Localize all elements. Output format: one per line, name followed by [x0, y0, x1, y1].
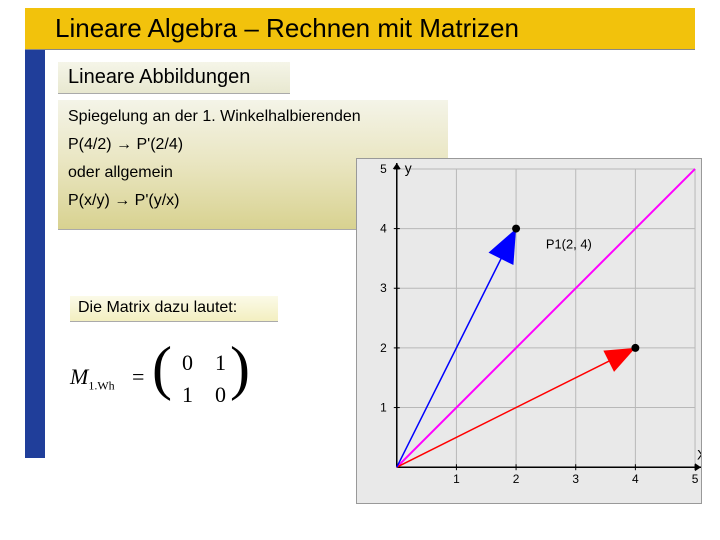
svg-text:2: 2 [380, 341, 387, 355]
matrix-symbol-letter: M [70, 364, 88, 389]
svg-text:1: 1 [453, 472, 460, 486]
svg-text:X: X [697, 446, 701, 462]
desc-line-1: Spiegelung an der 1. Winkelhalbierenden [68, 108, 438, 126]
svg-text:y: y [405, 160, 412, 176]
equals-sign: = [132, 364, 144, 390]
matrix-subscript: 1.Wh [88, 378, 114, 392]
svg-text:3: 3 [380, 281, 387, 295]
matrix-caption: Die Matrix dazu lautet: [70, 296, 278, 322]
title-bar: Lineare Algebra – Rechnen mit Matrizen [25, 8, 695, 50]
svg-text:4: 4 [380, 222, 387, 236]
graph-svg: 1 2 3 4 5 1 2 3 4 5 Xy P1(2, 4) [357, 159, 701, 503]
matrix-cells: 0 1 1 0 [170, 346, 238, 412]
left-paren-icon: ( [152, 334, 172, 403]
desc-line-2: P(4/2) → P'(2/4) [68, 136, 438, 154]
svg-text:2: 2 [513, 472, 520, 486]
matrix-symbol: M1.Wh [70, 364, 115, 393]
matrix-cell-10: 1 [172, 380, 203, 410]
right-paren-icon: ) [230, 334, 250, 403]
svg-text:5: 5 [380, 162, 387, 176]
page-title: Lineare Algebra – Rechnen mit Matrizen [55, 13, 519, 44]
svg-text:4: 4 [632, 472, 639, 486]
coordinate-graph: 1 2 3 4 5 1 2 3 4 5 Xy P1(2, 4) [356, 158, 702, 504]
svg-text:5: 5 [692, 472, 699, 486]
subtitle: Lineare Abbildungen [68, 66, 250, 89]
svg-text:P1(2, 4): P1(2, 4) [546, 236, 592, 251]
svg-text:1: 1 [380, 401, 387, 415]
subtitle-box: Lineare Abbildungen [58, 62, 290, 94]
matrix-formula: M1.Wh = ( 0 1 1 0 ) [70, 340, 270, 420]
matrix-cell-00: 0 [172, 348, 203, 378]
side-blue-bar [25, 8, 45, 458]
svg-text:3: 3 [572, 472, 579, 486]
